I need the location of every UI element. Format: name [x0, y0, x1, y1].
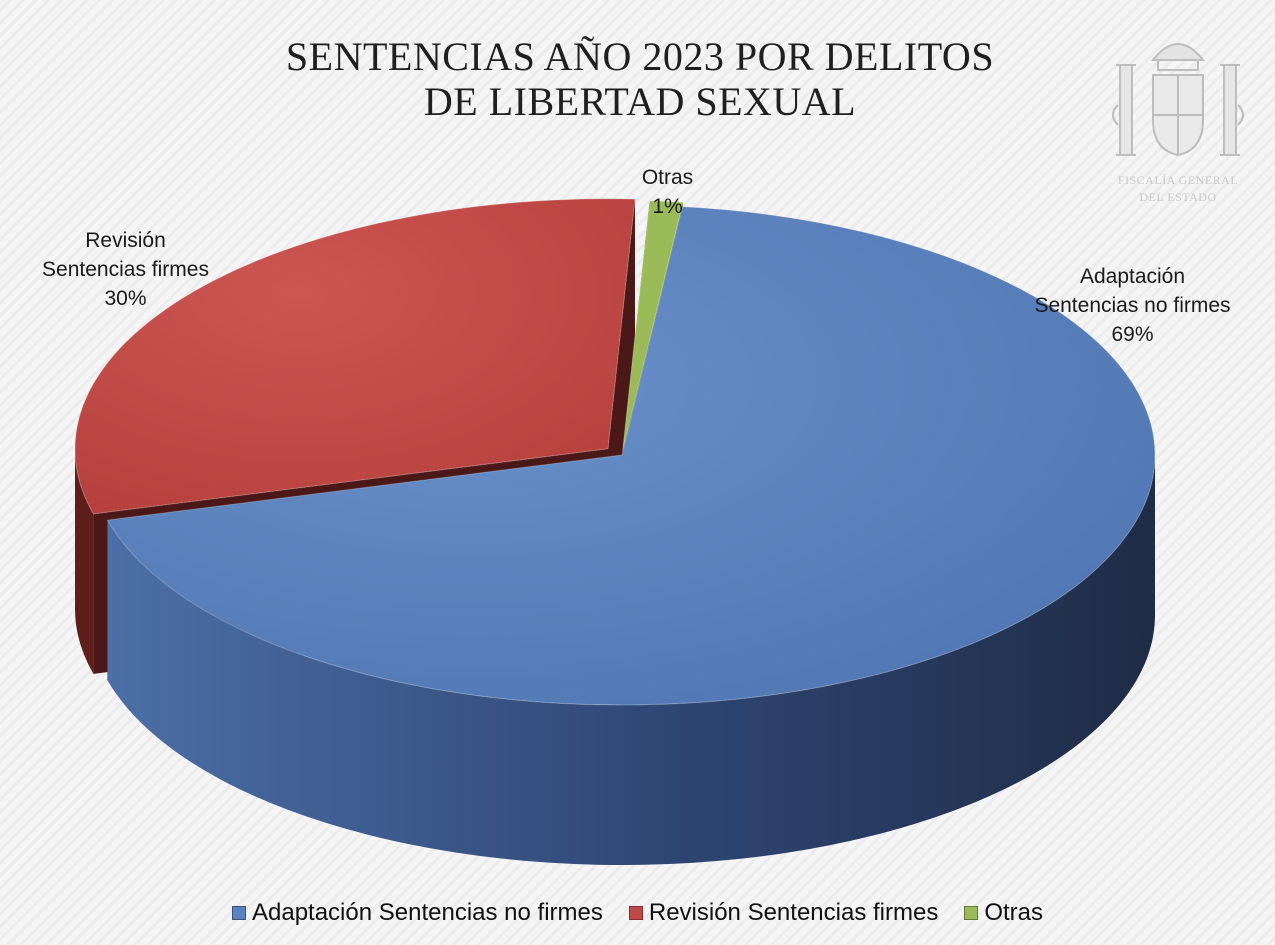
legend-item-adaptacion: Adaptación Sentencias no firmes: [231, 899, 603, 927]
legend-swatch-revision: [628, 906, 643, 920]
pie-slice-adaptacion: [106, 206, 1156, 706]
chart-title: SENTENCIAS AÑO 2023 POR DELITOS DE LIBER…: [180, 34, 1100, 124]
watermark-line-2: DEL ESTADO: [1139, 190, 1217, 204]
chart-title-line-2: DE LIBERTAD SEXUAL: [423, 79, 857, 124]
coat-of-arms-emblem: [1112, 43, 1244, 157]
legend-item-otras: Otras: [964, 899, 1043, 927]
slice-label-revision-line-2: Sentencias firmes: [42, 258, 209, 281]
slice-label-adaptacion-value: 69%: [1111, 323, 1154, 346]
slice-label-revision-line-1: Revisión: [85, 229, 166, 252]
chart-legend: Adaptación Sentencias no firmes Revisión…: [0, 895, 1275, 931]
slice-label-adaptacion-line-1: Adaptación: [1079, 265, 1186, 288]
legend-item-revision: Revisión Sentencias firmes: [628, 899, 939, 927]
pie-slice-revision-side: [74, 448, 94, 674]
slice-label-otras-value: 1%: [652, 195, 683, 218]
slice-label-revision-value: 30%: [104, 287, 147, 310]
legend-swatch-otras: [964, 906, 979, 920]
legend-label-revision: Revisión Sentencias firmes: [648, 899, 939, 926]
legend-label-otras: Otras: [984, 899, 1043, 926]
pie-slice-adaptacion-side: [107, 455, 1156, 865]
pie-slice-revision: [74, 198, 636, 515]
slice-label-adaptacion-line-2: Sentencias no firmes: [1034, 294, 1231, 317]
pie-slice-otras: [622, 200, 684, 451]
legend-label-adaptacion: Adaptación Sentencias no firmes: [251, 899, 603, 926]
slice-label-adaptacion: Adaptación Sentencias no firmes 69%: [1010, 262, 1255, 349]
pie-slices: [74, 198, 1156, 865]
slice-label-revision: Revisión Sentencias firmes 30%: [18, 226, 233, 313]
legend-swatch-adaptacion: [231, 906, 246, 920]
watermark-line-1: FISCALÍA GENERAL: [1117, 173, 1239, 187]
slice-label-otras: Otras 1%: [620, 163, 715, 221]
slice-label-otras-line-1: Otras: [641, 166, 694, 189]
chart-title-line-1: SENTENCIAS AÑO 2023 POR DELITOS: [285, 34, 995, 79]
